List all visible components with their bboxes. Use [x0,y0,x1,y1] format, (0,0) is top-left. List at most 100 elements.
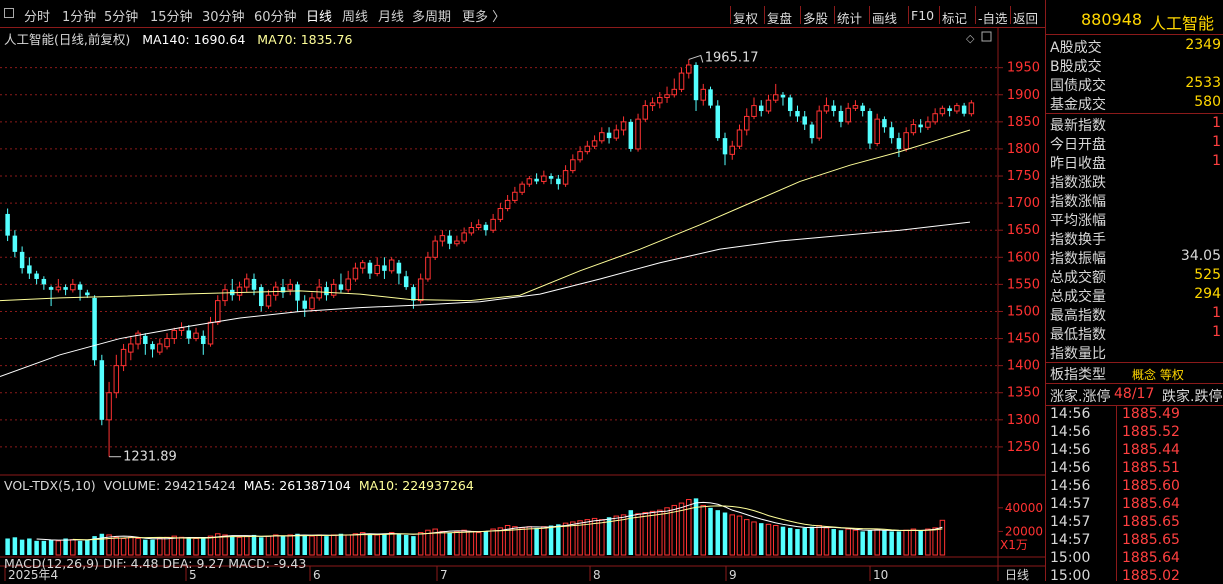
candle-body [584,145,591,153]
volume-bar [700,504,707,556]
candle-body [954,105,960,112]
volume-bar [135,537,141,556]
period-tab-7[interactable]: 周线 [342,10,369,25]
window-menu-icon[interactable] [4,8,14,18]
price-axis-label: 1450 [1007,332,1040,347]
candle-body [345,278,351,291]
volume-bar [534,527,539,555]
toolbar-button-0[interactable]: 复权 [733,11,759,26]
candle-body [12,235,18,252]
volume-bar [541,526,547,556]
toolbar-button-3[interactable]: 统计 [837,11,863,26]
high-annotation-arrow [688,54,704,63]
candle-body [447,235,452,244]
period-tab-1[interactable]: 1分钟 [62,10,97,25]
period-tab-9[interactable]: 多周期 [412,10,452,25]
divider [1046,362,1223,363]
period-tab-4[interactable]: 30分钟 [202,10,245,25]
stat-row-value: 1 [1212,153,1221,169]
tick-time: 14:56 [1050,442,1091,458]
advance-value: 48/17 [1114,386,1155,402]
period-tab-8[interactable]: 月线 [378,10,405,25]
kline-chart[interactable]: 1950 1900 1850 1800 1750 1700 1650 1600 1550 1500… [0,28,1045,581]
volume-bar [649,510,656,556]
volume-bar [150,539,155,555]
volume-bar [490,528,496,556]
tick-time: 14:57 [1050,532,1091,548]
volume-bar [823,527,830,556]
volume-bar [352,533,359,556]
toolbar-button-5[interactable]: F10 [911,8,935,23]
volume-axis-label: 40000 [1005,501,1043,515]
period-tab-10[interactable]: 更多 〉 [462,10,506,25]
volume-bar [302,534,307,555]
toolbar-button-1[interactable]: 复盘 [767,11,793,26]
volume-bar [751,521,757,556]
period-tab-2[interactable]: 5分钟 [104,10,139,25]
volume-bar [852,529,859,556]
candle-body [432,240,438,258]
toolbar-button-4[interactable]: 画线 [872,11,898,26]
price-axis-label: 1250 [1007,440,1040,455]
candle-body [925,121,931,128]
period-tab-6[interactable]: 日线 [306,10,333,25]
price-axis-label: 1700 [1007,196,1040,211]
tick-time: 15:00 [1050,568,1091,584]
toolbar-button-7[interactable]: -自选 [978,11,1008,26]
candle-body [201,335,206,344]
volume-bar [548,525,554,555]
candle-body [628,121,634,149]
ma70-line [0,129,971,302]
volume-bar [12,537,18,555]
candle-body [193,332,199,340]
volume-bar [758,523,764,555]
tick-price: 1885.02 [1122,568,1180,584]
maximize-icon [981,31,992,42]
volume-bar [113,536,120,556]
candle-body [534,178,539,182]
volume-bar [845,528,851,556]
volume-bar [584,519,591,556]
volume-bar [287,534,293,556]
volume-bar [359,532,366,556]
toolbar-button-2[interactable]: 多股 [803,11,829,26]
toolbar-button-6[interactable]: 标记 [942,11,968,26]
index-title: 人工智能(日线,前复权) [4,32,131,47]
volume-bar [816,525,822,556]
candle-body [519,183,525,193]
volume-bar [171,535,178,556]
volume-bar [802,527,807,555]
volume-unit-label: X1万 [1000,538,1028,552]
candle-body [896,138,902,149]
period-tab-0[interactable]: 分时 [24,10,51,25]
divider [1046,383,1223,384]
volume-title-line: VOL-TDX(5,10) VOLUME: 294215424 MA5: 261… [4,478,474,493]
candle-body [461,232,467,242]
volume-bar [831,529,836,555]
trade-row-label: 基金成交 [1050,97,1106,113]
tick-price: 1885.49 [1122,406,1180,422]
toolbar-button-8[interactable]: 返回 [1013,11,1039,26]
macd-title-line: MACD(12,26,9) DIF: 4.48 DEA: 9.27 MACD: … [4,556,307,571]
period-tab-5[interactable]: 60分钟 [254,10,297,25]
volume-value: VOLUME: 294215424 [103,478,236,493]
volume-bar [504,525,511,556]
x-axis-label: 8 [593,568,601,581]
tick-price: 1885.44 [1122,442,1180,458]
tick-price: 1885.65 [1122,514,1180,530]
candle-body [19,251,25,269]
volume-bar [432,528,438,556]
divider [1046,405,1223,406]
volume-bar [664,507,670,556]
chart-panel[interactable]: 1950 1900 1850 1800 1750 1700 1650 1600 1550 1500… [0,28,1045,581]
trade-row-label: B股成交 [1050,59,1102,75]
candle-body [729,145,735,155]
candle-body [222,289,228,302]
toolbar-separator [834,6,835,24]
candle-body [27,265,32,274]
chart-title-line: 人工智能(日线,前复权) MA140: 1690.64 MA70: 1835.7… [4,29,352,48]
period-tab-3[interactable]: 15分钟 [150,10,193,25]
candle-body [671,88,678,96]
volume-bar [939,519,946,556]
tick-time: 14:56 [1050,478,1091,494]
